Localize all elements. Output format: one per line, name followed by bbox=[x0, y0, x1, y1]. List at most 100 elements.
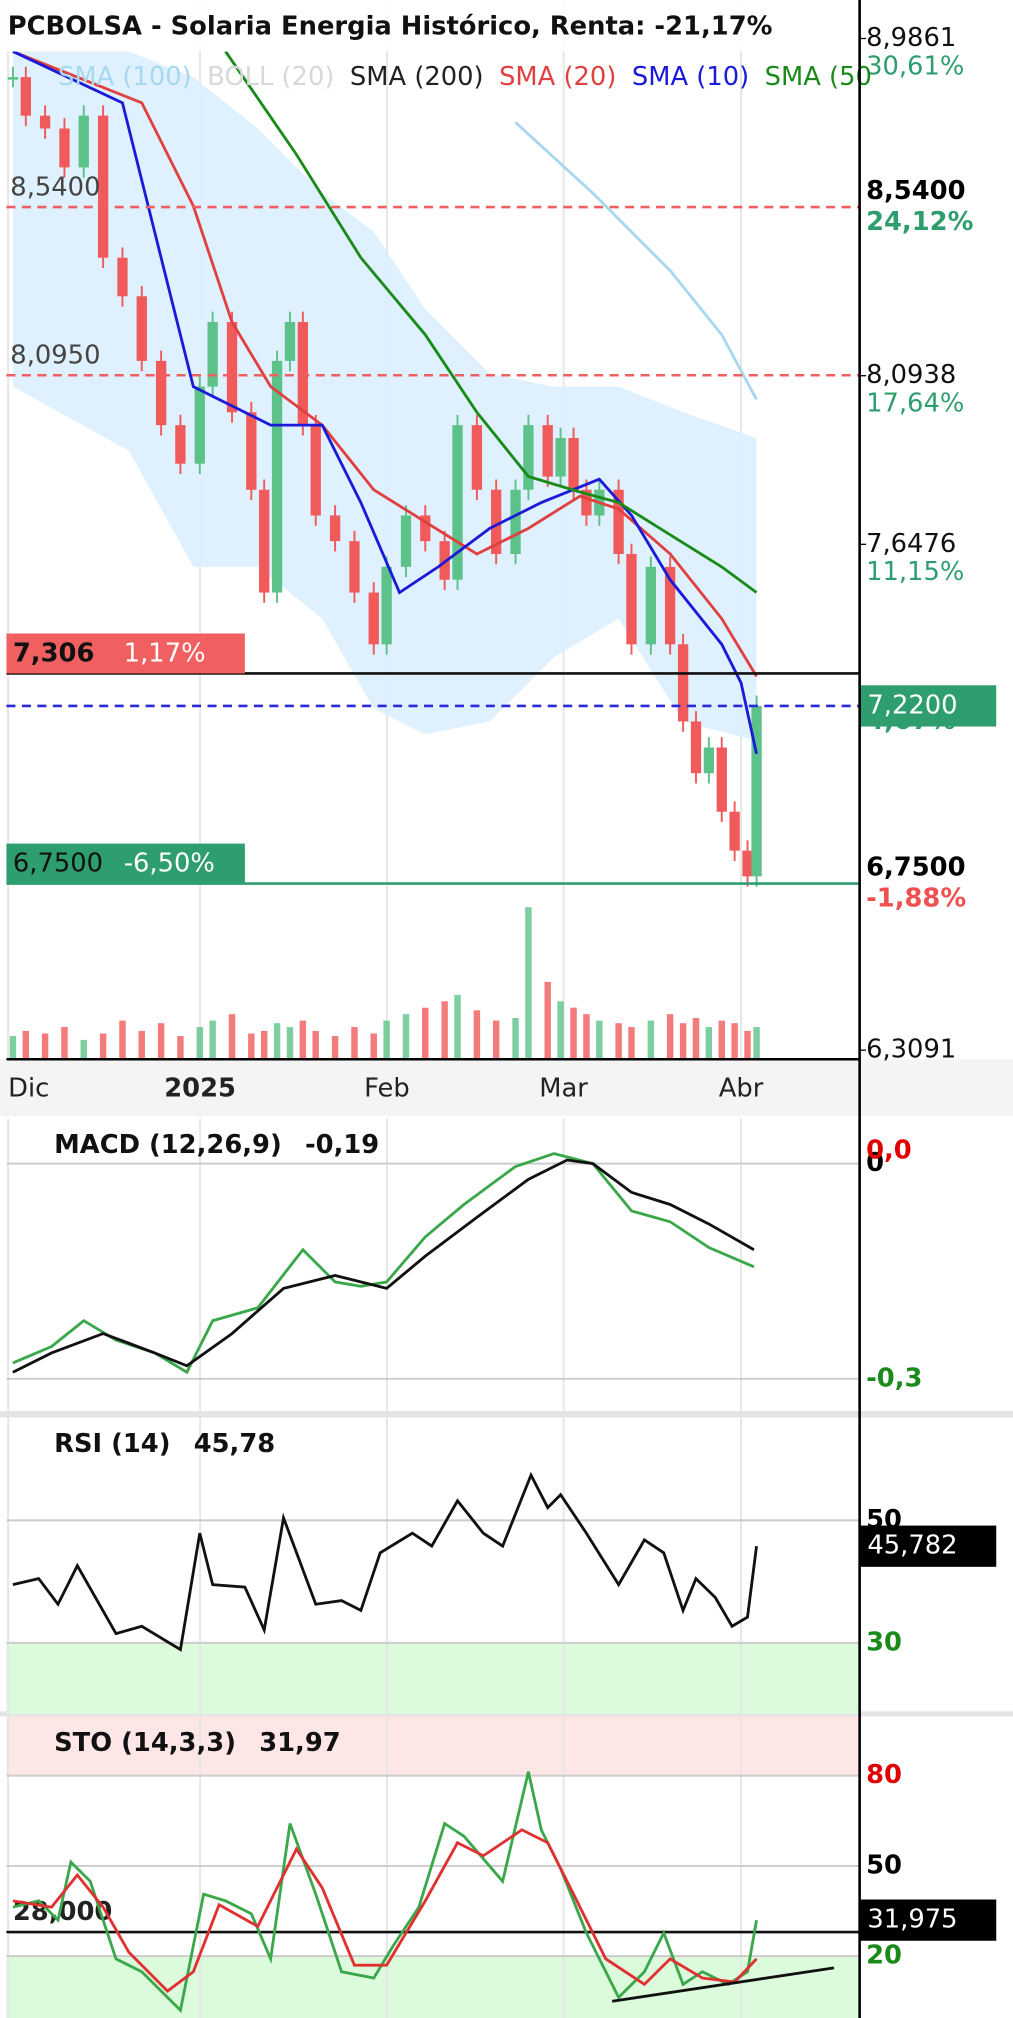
level-box bbox=[6, 633, 245, 674]
volume-bar bbox=[557, 1001, 564, 1060]
volume-bar bbox=[157, 1023, 165, 1060]
volume-bar bbox=[383, 1020, 390, 1060]
volume-bar bbox=[331, 1036, 339, 1060]
panel-value: -0,19 bbox=[305, 1130, 379, 1160]
current-value-label: 45,782 bbox=[867, 1531, 957, 1561]
volume-bar bbox=[744, 1030, 751, 1060]
x-tick-label: Mar bbox=[539, 1073, 588, 1103]
legend-entry: SMA (10) bbox=[632, 62, 749, 92]
legend-entry: BOLL (20) bbox=[207, 62, 334, 92]
candle-body bbox=[626, 554, 637, 645]
candle-body bbox=[381, 566, 392, 645]
candle-body bbox=[271, 360, 283, 593]
volume-bar bbox=[705, 1027, 713, 1060]
series-line bbox=[611, 1966, 835, 2003]
series-line bbox=[514, 121, 758, 401]
level-box bbox=[6, 843, 245, 884]
candle-body bbox=[297, 321, 308, 426]
candle-body bbox=[420, 515, 431, 542]
volume-bar bbox=[692, 1018, 700, 1060]
volume-bar bbox=[119, 1020, 126, 1060]
volume-bar bbox=[570, 1007, 577, 1060]
volume-bar bbox=[312, 1030, 319, 1060]
volume-bar bbox=[422, 1007, 429, 1060]
volume-bar bbox=[370, 1033, 377, 1060]
candle-body bbox=[175, 425, 186, 464]
candle-body bbox=[349, 541, 360, 593]
candle-body bbox=[581, 489, 592, 516]
volume-bar bbox=[454, 994, 461, 1060]
date-axis-band bbox=[0, 1059, 1013, 1116]
level-label-right: 8,5400 bbox=[866, 176, 965, 206]
candle-body bbox=[97, 115, 109, 258]
candle-body bbox=[751, 705, 762, 877]
candle-body bbox=[226, 321, 238, 413]
current-price-box bbox=[859, 685, 997, 727]
level-percent-right: -1,88% bbox=[866, 883, 966, 913]
y-tick-label: 20 bbox=[866, 1941, 902, 1971]
volume-bar bbox=[628, 1027, 635, 1060]
y-tick-label: 50 bbox=[866, 1850, 902, 1880]
volume-bar bbox=[80, 1039, 87, 1060]
level-label: 8,5400 bbox=[10, 172, 100, 202]
current-value-label: 31,975 bbox=[867, 1905, 957, 1935]
volume-bar bbox=[718, 1020, 725, 1060]
current-value-box bbox=[859, 1525, 997, 1567]
candle-body bbox=[284, 321, 296, 361]
title-bg bbox=[0, 0, 860, 52]
volume-bar bbox=[177, 1036, 184, 1060]
y-tick-label: 30 bbox=[866, 1627, 902, 1657]
y-tick-label: 7,6476 bbox=[866, 529, 956, 559]
legend-entry: SMA (200) bbox=[350, 62, 484, 92]
volume-bar bbox=[583, 1014, 590, 1060]
x-tick-label: Feb bbox=[364, 1073, 410, 1103]
candle-body bbox=[78, 115, 89, 168]
candle-body bbox=[729, 811, 740, 851]
candle-body bbox=[664, 566, 676, 645]
candle-body bbox=[136, 296, 147, 361]
current-value-box bbox=[859, 1899, 997, 1941]
series-line bbox=[12, 1471, 758, 1652]
percent-label: 30,61% bbox=[866, 51, 964, 81]
volume-bar bbox=[9, 1036, 17, 1060]
volume-bar bbox=[492, 1020, 500, 1060]
candle-body bbox=[39, 115, 51, 129]
candle-body bbox=[194, 386, 205, 464]
volume-bar bbox=[228, 1014, 236, 1060]
x-tick-label: 2025 bbox=[164, 1073, 236, 1103]
chart-title: PCBOLSA - Solaria Energia Histórico, Ren… bbox=[8, 12, 773, 42]
volume-bar bbox=[41, 1033, 49, 1060]
candle-body bbox=[7, 77, 19, 80]
candle-body bbox=[510, 489, 521, 555]
volume-bar bbox=[615, 1023, 622, 1060]
candle-body bbox=[613, 489, 624, 555]
volume-bar bbox=[299, 1020, 307, 1060]
panel-value: 31,97 bbox=[259, 1728, 341, 1758]
volume-bar bbox=[138, 1030, 145, 1060]
candle-body bbox=[329, 515, 341, 542]
volume-bar bbox=[679, 1023, 687, 1060]
level-label: 8,0950 bbox=[10, 340, 100, 370]
series-line bbox=[12, 1158, 755, 1374]
legend-entry: SMA (50 bbox=[765, 62, 872, 92]
series-line bbox=[12, 50, 758, 678]
candle-body bbox=[20, 77, 31, 116]
current-price-label: 7,2200 bbox=[867, 690, 957, 720]
volume-bar bbox=[99, 1033, 107, 1060]
candle-body bbox=[523, 425, 534, 490]
level-label: 6,7500 bbox=[13, 849, 103, 879]
volume-bar bbox=[596, 1020, 603, 1060]
volume-bar bbox=[525, 907, 532, 1060]
volume-bar bbox=[731, 1023, 738, 1060]
level-label: 7,306 bbox=[13, 639, 95, 669]
volume-bar bbox=[273, 1023, 281, 1060]
series-line bbox=[12, 1828, 758, 1993]
candle-body bbox=[555, 437, 566, 477]
candle-body bbox=[542, 425, 553, 477]
candle-body bbox=[471, 425, 483, 490]
volume-bar bbox=[22, 1030, 30, 1060]
panel-title: STO (14,3,3) bbox=[54, 1728, 236, 1758]
zone bbox=[6, 1956, 860, 2018]
candle-body bbox=[703, 747, 715, 774]
candle-body bbox=[259, 489, 270, 593]
